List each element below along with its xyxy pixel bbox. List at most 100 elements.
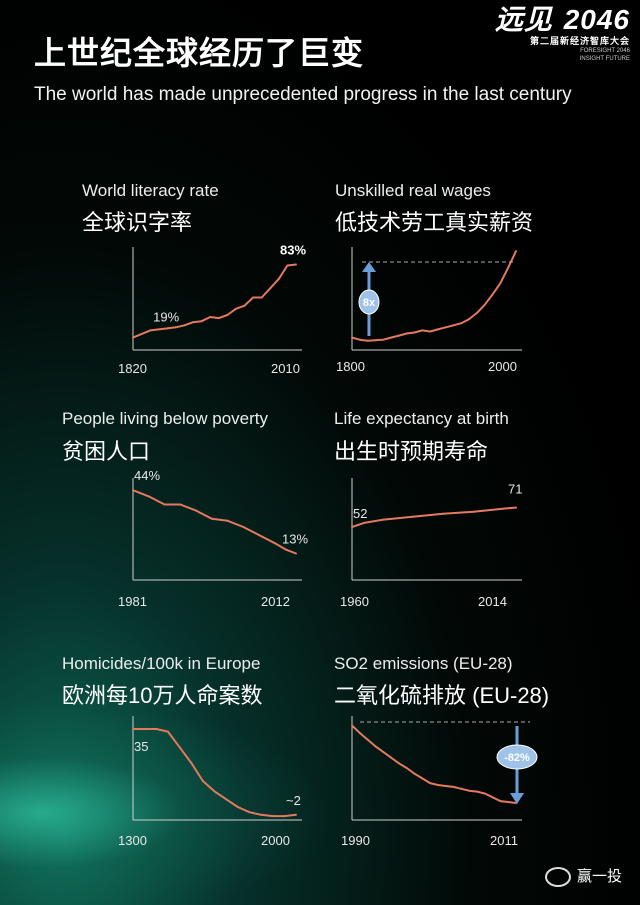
data-point [472, 510, 475, 513]
x-tick-label: 1300 [118, 833, 147, 848]
data-point [200, 320, 203, 323]
series-line [132, 489, 297, 555]
chart-title-en: Life expectancy at birth [334, 409, 509, 428]
data-point [242, 526, 245, 528]
data-point [149, 329, 152, 332]
data-point [502, 507, 505, 510]
data-point [357, 523, 360, 526]
data-label: ~2 [286, 793, 301, 808]
data-point [183, 324, 186, 327]
data-point [382, 338, 385, 341]
data-point [213, 790, 216, 793]
data-label: 52 [353, 506, 367, 521]
arrow-head-icon [362, 262, 376, 272]
data-point [405, 332, 408, 335]
data-point [225, 798, 228, 801]
data-point [252, 296, 255, 299]
badge-label: 8x [363, 297, 376, 309]
series-line [351, 250, 517, 342]
data-point [295, 552, 297, 555]
x-tick-label: 1981 [118, 594, 147, 609]
data-point [366, 339, 369, 342]
data-point [269, 287, 272, 290]
data-point [476, 790, 478, 793]
data-point [155, 728, 158, 730]
x-tick-label: 2000 [261, 833, 290, 848]
data-point [132, 728, 134, 730]
data-point [243, 304, 246, 307]
data-point [421, 329, 424, 332]
data-point [166, 730, 169, 733]
logo-subtitle: 第二届新经济智库大会 [529, 36, 630, 46]
data-point [163, 503, 166, 506]
data-label: 83% [280, 243, 306, 258]
data-point [411, 515, 414, 518]
data-point [483, 792, 486, 795]
data-point [210, 517, 213, 520]
data-point [271, 815, 274, 818]
chart-title-cn: 出生时预期寿命 [334, 439, 489, 464]
x-tick-label: 1990 [341, 833, 370, 848]
data-point [468, 318, 471, 321]
data-point [499, 282, 502, 285]
data-point [174, 326, 177, 329]
data-point [421, 777, 424, 780]
data-point [405, 767, 408, 769]
chart-title-cn: 欧洲每10万人命案数 [62, 683, 263, 708]
chart-title-cn: 低技术劳工真实薪资 [335, 210, 534, 235]
data-point [515, 506, 517, 509]
badge-bubble [496, 744, 538, 770]
data-point [381, 518, 384, 521]
data-point [397, 334, 400, 337]
data-point [260, 813, 263, 816]
data-point [190, 761, 193, 764]
chart-title-en: People living below poverty [62, 409, 269, 428]
data-point [166, 327, 169, 330]
chart-title-en: Homicides/100k in Europe [62, 654, 261, 673]
x-tick-label: 2014 [478, 594, 507, 609]
data-point [351, 336, 353, 339]
data-point [226, 314, 229, 316]
series-line [351, 506, 517, 528]
data-point [436, 328, 439, 331]
data-point [390, 756, 392, 759]
data-point [491, 796, 494, 799]
data-point [234, 307, 237, 310]
data-point [413, 331, 416, 334]
data-point [460, 322, 463, 325]
data-point [277, 277, 280, 280]
data-point [468, 789, 471, 792]
data-point [248, 811, 251, 814]
data-point [460, 787, 463, 790]
chart-title-en: Unskilled real wages [335, 181, 491, 200]
data-point [444, 785, 447, 787]
chart-title-cn: 贫困人口 [62, 439, 151, 464]
data-point [217, 317, 220, 320]
data-point [295, 263, 297, 266]
data-point [209, 316, 212, 318]
chart-title-cn: 全球识字率 [82, 210, 193, 235]
data-point [442, 512, 445, 515]
data-point [374, 745, 377, 748]
x-tick-label: 2011 [490, 833, 518, 848]
logo-en-line1: FORESIGHT 2046 [580, 48, 630, 54]
data-point [295, 813, 297, 816]
series-line [133, 728, 297, 818]
data-point [132, 489, 134, 492]
data-point [476, 311, 478, 314]
data-label: 71 [508, 482, 522, 497]
chart-title-cn: 二氧化硫排放 (EU-28) [334, 683, 550, 708]
data-point [444, 326, 447, 329]
data-point [397, 762, 400, 765]
x-tick-label: 2010 [271, 361, 300, 376]
data-point [284, 548, 287, 551]
data-point [226, 519, 229, 522]
data-point [507, 266, 510, 269]
x-tick-label: 2000 [488, 359, 517, 374]
data-point [201, 780, 204, 782]
data-point [507, 801, 510, 803]
data-label: 19% [153, 309, 179, 324]
data-point [147, 495, 150, 498]
page-subtitle: The world has made unprecedented progres… [34, 84, 572, 105]
data-point [429, 782, 432, 785]
